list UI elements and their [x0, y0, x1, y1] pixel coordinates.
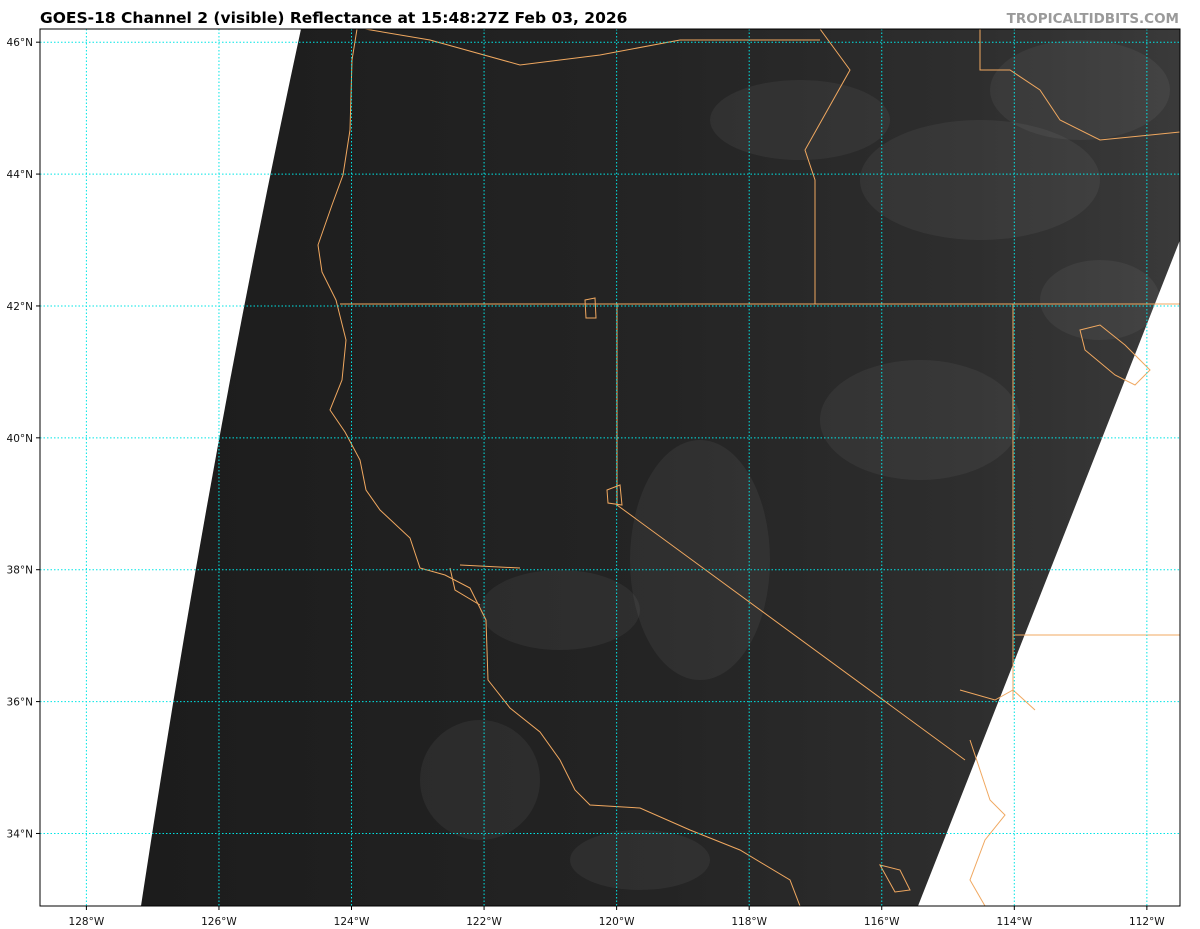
cloud-patch: [1040, 260, 1160, 340]
cloud-texture: [420, 40, 1170, 890]
cloud-patch: [420, 720, 540, 840]
longitude-label: 122°W: [466, 916, 502, 928]
longitude-label: 118°W: [731, 916, 767, 928]
cloud-patch: [630, 440, 770, 680]
map-frame: [39, 28, 1181, 907]
coastlines-and-borders: [317, 29, 1180, 906]
salton-sea: [879, 864, 911, 893]
cloud-patch: [860, 120, 1100, 240]
longitude-label: 116°W: [864, 916, 900, 928]
sf-bay: [449, 564, 521, 606]
coastline: [317, 29, 801, 906]
lake-oregon: [584, 297, 597, 319]
latitude-label: 38°N: [7, 565, 33, 577]
graticule: [40, 29, 1180, 906]
great-salt-lake: [1079, 324, 1151, 386]
cloud-patch: [570, 830, 710, 890]
latitude-label: 36°N: [7, 697, 33, 709]
washington-oregon-border: [364, 29, 820, 66]
latitude-label: 46°N: [7, 37, 33, 49]
watermark: TROPICALTIDBITS.COM: [1006, 11, 1179, 27]
longitude-label: 124°W: [334, 916, 370, 928]
cloud-patch: [710, 80, 890, 160]
latitude-label: 40°N: [7, 433, 33, 445]
latitude-label: 42°N: [7, 301, 33, 313]
longitude-label: 114°W: [996, 916, 1032, 928]
longitude-label: 120°W: [599, 916, 635, 928]
idaho-snake-river: [979, 29, 1180, 141]
latitude-label: 34°N: [7, 828, 33, 840]
cloud-patch: [480, 570, 640, 650]
longitude-label: 126°W: [201, 916, 237, 928]
colorado-river: [959, 689, 1036, 906]
latitude-label: 44°N: [7, 169, 33, 181]
idaho-oregon-border: [804, 29, 851, 304]
satellite-swath: [141, 29, 1180, 906]
map-title: GOES-18 Channel 2 (visible) Reflectance …: [40, 9, 628, 27]
lake-tahoe: [606, 484, 623, 506]
longitude-label: 112°W: [1129, 916, 1165, 928]
longitude-label: 128°W: [69, 916, 105, 928]
cloud-patch: [990, 40, 1170, 140]
cloud-patch: [820, 360, 1020, 480]
